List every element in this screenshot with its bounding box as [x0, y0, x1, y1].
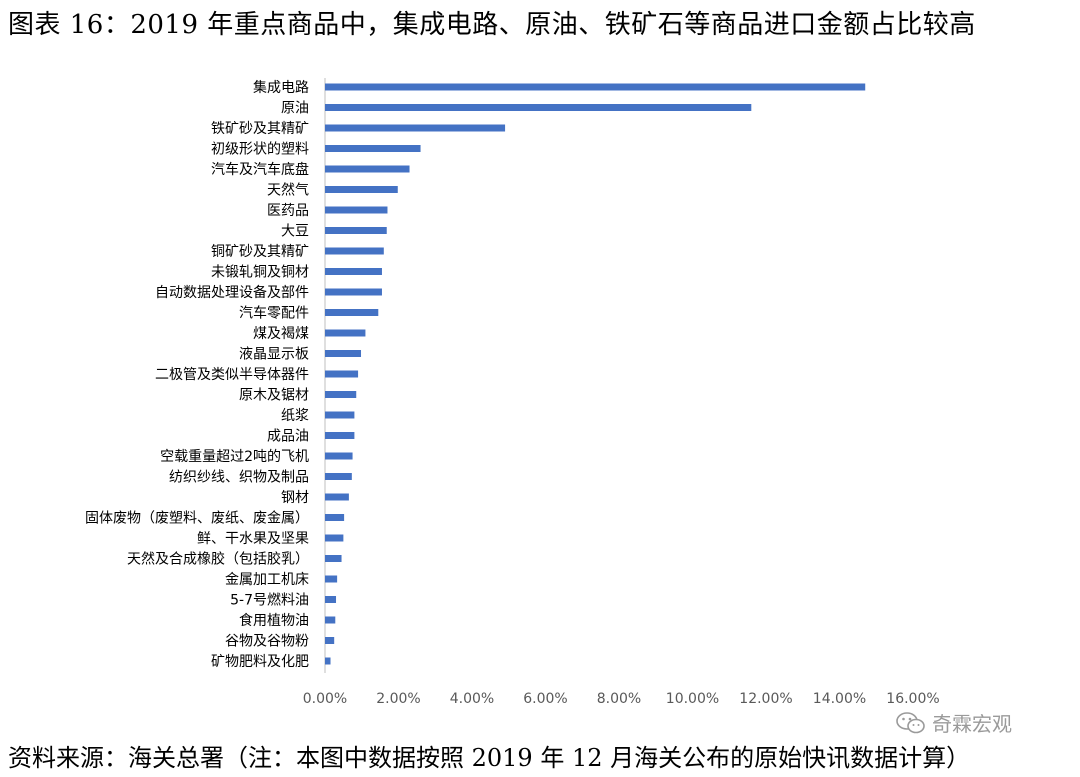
watermark: 奇霖宏观 [896, 708, 1012, 737]
category-label: 纺织纱线、织物及制品 [169, 470, 309, 486]
bar [325, 309, 379, 316]
bar [325, 104, 752, 111]
category-label: 天然气 [267, 182, 309, 199]
figure-title: 图表 16：2019 年重点商品中，集成电路、原油、铁矿石等商品进口金额占比较高 [8, 10, 976, 40]
bar [325, 575, 338, 583]
x-tick-label: 12.00% [739, 691, 792, 707]
x-tick-label: 16.00% [886, 691, 939, 707]
category-label: 金属加工机床 [225, 572, 309, 588]
category-label: 初级形状的塑料 [211, 141, 309, 158]
category-label: 集成电路 [253, 79, 309, 96]
x-tick-label: 14.00% [813, 691, 866, 707]
category-label: 食用植物油 [239, 612, 309, 629]
bar [325, 124, 506, 132]
bar [325, 370, 359, 378]
bar [325, 637, 335, 644]
x-tick-label: 0.00% [303, 691, 347, 707]
bar [325, 145, 421, 152]
category-label: 铜矿砂及其精矿 [211, 244, 309, 260]
bar [325, 411, 355, 419]
category-label: 未锻轧铜及铜材 [211, 265, 309, 281]
bar [325, 493, 349, 501]
category-label: 医药品 [267, 203, 309, 219]
category-label: 固体废物（废塑料、废纸、废金属） [85, 511, 309, 527]
x-tick-label: 4.00% [450, 691, 494, 707]
bar [325, 350, 362, 357]
category-label: 5-7号燃料油 [230, 592, 309, 609]
bar [325, 555, 342, 562]
bar [325, 83, 866, 91]
bar [325, 165, 410, 173]
x-tick-label: 2.00% [376, 691, 420, 707]
x-tick-label: 6.00% [523, 691, 567, 707]
bar [325, 452, 353, 460]
category-label: 原木及锯材 [239, 388, 309, 404]
bar [325, 329, 366, 337]
category-label: 钢材 [281, 490, 309, 506]
category-label: 矿物肥料及化肥 [211, 654, 309, 670]
category-label: 原油 [281, 101, 309, 117]
x-tick-label: 10.00% [666, 691, 719, 707]
category-label: 液晶显示板 [239, 347, 309, 363]
category-label: 煤及褐煤 [253, 326, 309, 342]
category-label: 自动数据处理设备及部件 [155, 284, 309, 301]
category-label: 谷物及谷物粉 [225, 634, 309, 650]
bar [325, 288, 382, 296]
watermark-text: 奇霖宏观 [932, 712, 1012, 736]
bar [325, 616, 336, 624]
category-label: 铁矿砂及其精矿 [211, 121, 309, 137]
x-tick-label: 8.00% [597, 691, 641, 707]
category-label: 二极管及类似半导体器件 [155, 367, 309, 383]
category-label: 空载重量超过2吨的飞机 [160, 449, 309, 465]
bar [325, 247, 384, 255]
bar [325, 657, 331, 665]
category-label: 大豆 [281, 224, 309, 240]
bar [325, 473, 352, 480]
bar [325, 227, 387, 234]
bar [325, 596, 337, 603]
category-label: 鲜、干水果及坚果 [197, 531, 309, 547]
bar [325, 391, 357, 398]
bar [325, 432, 355, 439]
bar [325, 514, 345, 521]
bar [325, 186, 398, 193]
bar [325, 206, 388, 214]
category-label: 天然及合成橡胶（包括胶乳） [127, 551, 309, 568]
category-label: 成品油 [267, 429, 309, 445]
category-label: 汽车及汽车底盘 [211, 161, 309, 178]
source-note: 资料来源：海关总署（注：本图中数据按照 2019 年 12 月海关公布的原始快讯… [8, 744, 971, 772]
category-label: 汽车零配件 [239, 305, 309, 322]
bar [325, 534, 344, 542]
category-label: 纸浆 [281, 408, 309, 424]
bar [325, 268, 382, 275]
wechat-icon [896, 711, 925, 733]
